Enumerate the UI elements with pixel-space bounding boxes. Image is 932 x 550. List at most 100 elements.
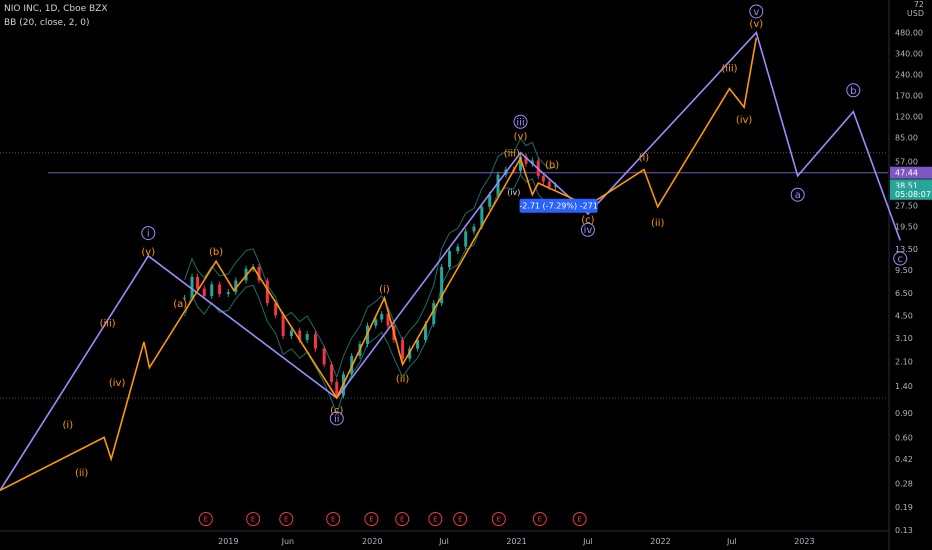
- time-tick-label: Jul: [726, 537, 737, 546]
- price-candle: [289, 330, 293, 337]
- price-candle: [335, 381, 339, 396]
- time-tick-label: Jul: [438, 537, 449, 546]
- price-tick-label: 0.13: [895, 526, 913, 535]
- price-candle: [423, 324, 427, 340]
- earnings-event-label: E: [400, 516, 404, 524]
- price-candle: [257, 266, 261, 281]
- wave-label-a: a: [795, 190, 801, 201]
- price-candle: [305, 334, 309, 340]
- price-candle: [234, 280, 238, 293]
- price-axis-unit: 72 USD: [907, 0, 924, 18]
- price-candle: [202, 288, 206, 296]
- price-candle: [210, 284, 214, 296]
- wave-label-(iv): (iv): [736, 115, 753, 126]
- earnings-event-icon: [395, 512, 410, 526]
- wave-label-b: b: [850, 86, 856, 97]
- earnings-event-label: E: [497, 516, 501, 524]
- unit-top: 72: [913, 0, 924, 9]
- earnings-event-icon: [326, 512, 341, 526]
- wave-label-c: c: [897, 254, 903, 265]
- wave-label-iii: iii: [516, 117, 524, 128]
- price-candle: [401, 339, 405, 359]
- price-tick-label: 6.50: [895, 289, 913, 298]
- price-tick-label: 0.60: [895, 433, 913, 442]
- price-candle: [322, 348, 326, 365]
- price-tick-label: 120.00: [895, 113, 923, 122]
- price-label-timer: 05:08:07: [895, 190, 931, 199]
- price-label-level: 47.44: [895, 169, 918, 178]
- price-tick-label: 240.00: [895, 71, 923, 80]
- time-tick-label: Jun: [281, 537, 295, 546]
- price-label-box-timer: [890, 187, 932, 200]
- price-tick-label: 1.40: [895, 382, 913, 391]
- wave-label-circle: [846, 83, 861, 98]
- price-candle: [472, 226, 476, 232]
- wave-label-(c): (c): [330, 406, 343, 417]
- wave-label-(ii): (ii): [396, 374, 409, 385]
- wave-label-iv: iv: [584, 225, 593, 236]
- price-tick-label: 2.10: [895, 358, 913, 367]
- price-candle: [265, 280, 269, 304]
- price-candle: [274, 303, 278, 316]
- wave-label-(ii): (ii): [651, 218, 664, 229]
- time-tick-label: 2021: [506, 537, 526, 546]
- earnings-event-label: E: [538, 516, 542, 524]
- time-tick-label: 2019: [218, 537, 238, 546]
- wave-label-(iv): (iv): [109, 378, 126, 389]
- wave-label-(i): (i): [639, 153, 650, 164]
- earnings-event-icon: [491, 512, 506, 526]
- earnings-event-icon: [532, 512, 547, 526]
- time-tick-label: 2020: [362, 537, 382, 546]
- wave-label-circle: [749, 4, 764, 19]
- price-tick-label: 170.00: [895, 91, 923, 100]
- price-candle: [554, 185, 558, 187]
- wave-label-(iv): (iv): [507, 188, 520, 197]
- wave-label-ii: ii: [334, 414, 340, 425]
- price-tick-label: 0.90: [895, 409, 913, 418]
- price-tick-label: 85.00: [895, 133, 918, 142]
- wave-label-circle: [790, 187, 805, 202]
- earnings-event-icon: [453, 512, 468, 526]
- price-tick-label: 0.19: [895, 503, 913, 512]
- price-candle: [547, 181, 551, 187]
- wave-label-(v): (v): [514, 131, 528, 142]
- wave-label-(i): (i): [63, 420, 74, 431]
- primary_wave-line: [0, 30, 901, 491]
- wave-label-(ii): (ii): [75, 468, 88, 479]
- price-candle: [380, 314, 384, 320]
- wave-label-(iii): (iii): [100, 318, 116, 329]
- price-candle: [313, 334, 317, 349]
- price-candle: [196, 276, 200, 289]
- earnings-event-label: E: [204, 516, 208, 524]
- price-tick-label: 3.10: [895, 334, 913, 343]
- price-candle: [281, 315, 285, 337]
- unit-currency: USD: [906, 9, 924, 18]
- earnings-event-icon: [198, 512, 213, 526]
- wave-label-circle: [580, 222, 595, 237]
- wave-label-(iii): (iii): [504, 149, 520, 160]
- wave-label-circle: [893, 251, 908, 266]
- price-candle: [518, 156, 522, 171]
- price-tick-label: 57.00: [895, 158, 918, 167]
- chart-title: NIO INC, 1D, Cboe BZX: [4, 4, 108, 14]
- price-candle: [480, 206, 484, 227]
- price-tick-label: 4.50: [895, 311, 913, 320]
- price-candle: [524, 156, 528, 164]
- time-tick-label: 2023: [794, 537, 814, 546]
- wave-label-(b): (b): [545, 160, 559, 171]
- price-candle: [183, 297, 187, 299]
- wave-label-(a): (a): [173, 299, 187, 310]
- wave-label-(v): (v): [749, 19, 763, 30]
- price-tick-label: 0.42: [895, 455, 913, 464]
- price-candle: [530, 160, 534, 164]
- measure-label-text: -2.71 (-7.29%) -271: [519, 202, 597, 211]
- wave-label-(i): (i): [379, 285, 390, 296]
- earnings-event-icon: [572, 512, 587, 526]
- price-candle: [432, 303, 436, 325]
- wave-label-circle: [141, 226, 156, 241]
- price-candle: [374, 319, 378, 326]
- price-candle: [496, 174, 500, 195]
- price-candle: [541, 175, 545, 182]
- wave-label-(v): (v): [141, 247, 155, 258]
